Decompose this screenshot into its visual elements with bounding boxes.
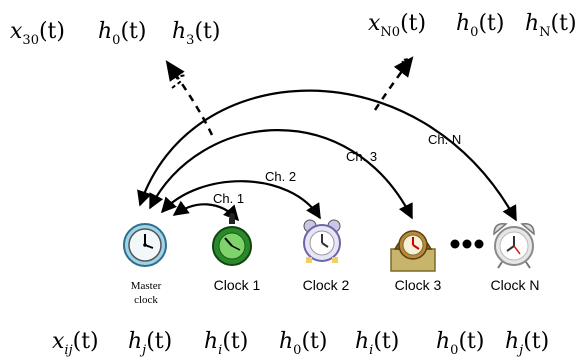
dashed-arrow-right — [373, 56, 414, 111]
ellipsis-dot-1 — [450, 239, 460, 249]
clock-2-label: Clock 2 — [303, 277, 350, 293]
master-clock-label-line2: clock — [134, 294, 158, 306]
top-right-h0: h0(t) — [456, 11, 504, 40]
stopwatch-icon — [212, 213, 252, 266]
ellipsis-dot-2 — [462, 239, 472, 249]
top-right-hN: hN(t) — [525, 11, 577, 40]
channel-arc-N — [137, 89, 517, 222]
dashed-arrow-left — [165, 60, 214, 136]
top-left-h3: h3(t) — [172, 19, 220, 48]
master-clock-icon — [123, 223, 167, 267]
dashed-squiggle-right — [397, 58, 411, 69]
ellipsis-dot-3 — [474, 239, 484, 249]
bell-alarm-clock-icon — [493, 222, 535, 269]
channel-label-N: Ch. N — [428, 132, 461, 147]
bottom-h-j-2: hj(t) — [505, 329, 549, 358]
bottom-h-0-1: h0(t) — [279, 329, 327, 358]
channel-arc-1 — [172, 200, 240, 222]
top-left-x30: x30(t) — [10, 19, 65, 48]
channel-label-3: Ch. 3 — [346, 149, 377, 164]
channel-arc-3 — [149, 129, 413, 220]
channel-label-1: Ch. 1 — [213, 191, 244, 206]
channel-label-2: Ch. 2 — [265, 169, 296, 184]
clock-N-label: Clock N — [490, 277, 539, 293]
alarm-clock-icon — [303, 219, 341, 263]
clock-1-label: Clock 1 — [214, 277, 261, 293]
bottom-h-0-2: h0(t) — [436, 329, 484, 358]
master-clock-label-line1: Master — [131, 280, 162, 292]
bottom-h-j-1: hj(t) — [128, 329, 172, 358]
top-left-h0: h0(t) — [98, 19, 146, 48]
top-right-xN0: xN0(t) — [368, 11, 426, 40]
bottom-h-i-2: hi(t) — [355, 329, 399, 358]
bottom-h-i-1: hi(t) — [204, 329, 248, 358]
mantel-clock-icon — [390, 230, 436, 272]
dashed-squiggle-left — [171, 74, 187, 89]
bottom-x-ij: xij(t) — [52, 329, 99, 358]
clock-3-label: Clock 3 — [395, 277, 442, 293]
